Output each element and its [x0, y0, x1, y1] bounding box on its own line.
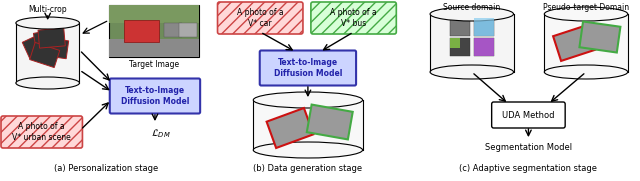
FancyBboxPatch shape: [109, 79, 200, 113]
Bar: [450, 38, 470, 56]
Text: Pseudo-target Domain: Pseudo-target Domain: [543, 3, 629, 12]
Text: (c) Adaptive segmentation stage: (c) Adaptive segmentation stage: [460, 164, 597, 173]
Polygon shape: [253, 100, 362, 150]
Polygon shape: [33, 29, 62, 51]
Text: Text-to-Image
Diffusion Model: Text-to-Image Diffusion Model: [121, 86, 189, 106]
FancyBboxPatch shape: [1, 116, 83, 148]
Ellipse shape: [253, 142, 362, 158]
Bar: [474, 38, 493, 56]
Polygon shape: [16, 23, 79, 83]
Text: (a) Personalization stage: (a) Personalization stage: [54, 164, 159, 173]
Polygon shape: [553, 25, 595, 61]
Polygon shape: [29, 42, 60, 68]
Ellipse shape: [253, 92, 362, 108]
Text: A photo of a
V* bus: A photo of a V* bus: [330, 8, 377, 28]
Polygon shape: [579, 22, 620, 52]
Text: $\mathcal{L}_{DM}$: $\mathcal{L}_{DM}$: [151, 127, 171, 140]
Polygon shape: [307, 105, 353, 139]
Bar: [109, 39, 198, 57]
Text: A photo of a
V* urban scene: A photo of a V* urban scene: [12, 122, 71, 142]
Ellipse shape: [16, 17, 79, 29]
Ellipse shape: [544, 7, 628, 21]
Polygon shape: [40, 37, 68, 59]
Bar: [124, 20, 159, 42]
Bar: [474, 18, 493, 36]
Text: (b) Data generation stage: (b) Data generation stage: [253, 164, 362, 173]
Ellipse shape: [544, 65, 628, 79]
FancyBboxPatch shape: [218, 2, 303, 34]
Polygon shape: [38, 28, 65, 48]
Text: Source domain: Source domain: [443, 3, 500, 12]
Bar: [450, 18, 470, 36]
Text: Multi-crop: Multi-crop: [28, 5, 67, 14]
Text: A photo of a
V* car: A photo of a V* car: [237, 8, 284, 28]
Polygon shape: [544, 14, 628, 72]
Bar: [109, 5, 198, 23]
Text: Segmentation Model: Segmentation Model: [485, 143, 572, 152]
Bar: [179, 23, 196, 37]
Bar: [474, 38, 493, 56]
FancyBboxPatch shape: [260, 50, 356, 85]
FancyBboxPatch shape: [311, 2, 396, 34]
Ellipse shape: [430, 7, 513, 21]
Bar: [474, 18, 493, 36]
Text: Target Image: Target Image: [129, 60, 179, 69]
Bar: [109, 5, 198, 57]
Ellipse shape: [16, 77, 79, 89]
Polygon shape: [430, 14, 513, 72]
Text: Text-to-Image
Diffusion Model: Text-to-Image Diffusion Model: [274, 58, 342, 78]
Polygon shape: [22, 31, 53, 59]
Bar: [450, 38, 460, 48]
FancyBboxPatch shape: [492, 102, 565, 128]
Bar: [164, 23, 182, 37]
Ellipse shape: [430, 65, 513, 79]
Polygon shape: [269, 111, 311, 145]
Polygon shape: [267, 108, 314, 148]
Polygon shape: [309, 107, 351, 137]
Text: UDA Method: UDA Method: [502, 110, 555, 119]
